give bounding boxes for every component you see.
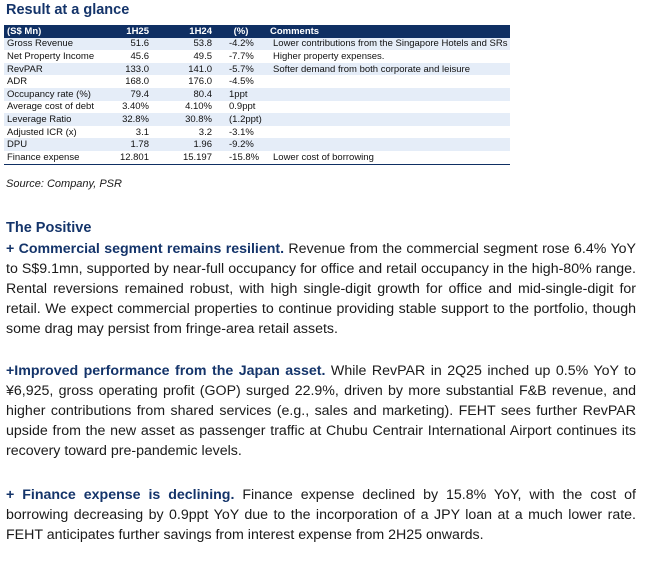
value-1h25-cell: 45.6 — [106, 50, 152, 63]
table-row: Occupancy rate (%) 79.4 80.4 1ppt — [4, 87, 511, 101]
metric-cell: RevPAR — [4, 62, 106, 76]
value-1h24-cell: 1.96 — [152, 138, 215, 151]
metric-cell: ADR — [4, 75, 106, 88]
metric-cell: Net Property Income — [4, 50, 106, 63]
comment-cell — [267, 87, 511, 101]
table-row: Average cost of debt 3.40% 4.10% 0.9ppt — [4, 100, 511, 114]
table-row: Finance expense 12.801 15.197 -15.8% Low… — [4, 150, 511, 165]
change-cell: -4.5% — [215, 75, 267, 88]
value-1h25-cell: 3.40% — [106, 100, 152, 114]
header-change: (%) — [215, 25, 267, 38]
header-comments: Comments — [267, 25, 511, 38]
comment-cell: Higher property expenses. — [267, 50, 511, 63]
value-1h24-cell: 49.5 — [152, 50, 215, 63]
metric-cell: Leverage Ratio — [4, 113, 106, 126]
table-row: ADR 168.0 176.0 -4.5% — [4, 75, 511, 88]
change-cell: -5.7% — [215, 62, 267, 76]
comment-cell: Lower contributions from the Singapore H… — [267, 37, 511, 51]
change-cell: -4.2% — [215, 37, 267, 51]
change-cell: -9.2% — [215, 138, 267, 151]
metric-cell: Finance expense — [4, 150, 106, 165]
metric-cell: Adjusted ICR (x) — [4, 125, 106, 139]
table-row: Gross Revenue 51.6 53.8 -4.2% Lower cont… — [4, 37, 511, 51]
value-1h25-cell: 3.1 — [106, 125, 152, 139]
value-1h24-cell: 30.8% — [152, 113, 215, 126]
value-1h25-cell: 32.8% — [106, 113, 152, 126]
value-1h24-cell: 141.0 — [152, 62, 215, 76]
change-cell: (1.2ppt) — [215, 113, 267, 126]
paragraph-commercial-segment: + Commercial segment remains resilient. … — [6, 239, 636, 339]
value-1h24-cell: 80.4 — [152, 87, 215, 101]
paragraph-lead: + Finance expense is declining. — [6, 487, 235, 503]
change-cell: -15.8% — [215, 150, 267, 165]
table-row: Net Property Income 45.6 49.5 -7.7% High… — [4, 50, 511, 63]
value-1h24-cell: 4.10% — [152, 100, 215, 114]
table-row: RevPAR 133.0 141.0 -5.7% Softer demand f… — [4, 62, 511, 76]
comment-cell: Softer demand from both corporate and le… — [267, 62, 511, 76]
paragraph-finance-expense: + Finance expense is declining. Finance … — [6, 485, 636, 545]
comment-cell: Lower cost of borrowing — [267, 150, 511, 165]
table-row: Leverage Ratio 32.8% 30.8% (1.2ppt) — [4, 113, 511, 126]
change-cell: 0.9ppt — [215, 100, 267, 114]
paragraph-body: Revenue from the commercial segment rose… — [6, 241, 636, 337]
paragraph-lead: +Improved performance from the Japan ass… — [6, 363, 326, 379]
table-header-row: (S$ Mn) 1H25 1H24 (%) Comments — [4, 25, 511, 38]
value-1h24-cell: 53.8 — [152, 37, 215, 51]
value-1h25-cell: 51.6 — [106, 37, 152, 51]
value-1h25-cell: 79.4 — [106, 87, 152, 101]
header-metric: (S$ Mn) — [4, 25, 106, 38]
change-cell: 1ppt — [215, 87, 267, 101]
metric-cell: DPU — [4, 138, 106, 151]
value-1h25-cell: 12.801 — [106, 150, 152, 165]
change-cell: -7.7% — [215, 50, 267, 63]
paragraph-body: While RevPAR in 2Q25 inched up 0.5% YoY … — [6, 363, 636, 459]
value-1h24-cell: 3.2 — [152, 125, 215, 139]
paragraph-japan-asset: +Improved performance from the Japan ass… — [6, 361, 636, 461]
table-row: DPU 1.78 1.96 -9.2% — [4, 138, 511, 151]
change-cell: -3.1% — [215, 125, 267, 139]
comment-cell — [267, 100, 511, 114]
value-1h25-cell: 133.0 — [106, 62, 152, 76]
page-title: Result at a glance — [6, 2, 130, 18]
results-table: (S$ Mn) 1H25 1H24 (%) Comments Gross Rev… — [4, 25, 511, 165]
paragraph-body: Finance expense declined by 15.8% YoY, w… — [6, 487, 636, 543]
header-1h25: 1H25 — [106, 25, 152, 38]
comment-cell — [267, 75, 511, 88]
header-1h24: 1H24 — [152, 25, 215, 38]
metric-cell: Average cost of debt — [4, 100, 106, 114]
comment-cell — [267, 125, 511, 139]
value-1h24-cell: 176.0 — [152, 75, 215, 88]
section-heading: The Positive — [6, 220, 92, 236]
value-1h25-cell: 1.78 — [106, 138, 152, 151]
comment-cell — [267, 113, 511, 126]
value-1h25-cell: 168.0 — [106, 75, 152, 88]
table-row: Adjusted ICR (x) 3.1 3.2 -3.1% — [4, 125, 511, 139]
table-source-note: Source: Company, PSR — [6, 178, 122, 190]
metric-cell: Occupancy rate (%) — [4, 87, 106, 101]
value-1h24-cell: 15.197 — [152, 150, 215, 165]
paragraph-lead: + Commercial segment remains resilient. — [6, 241, 285, 257]
comment-cell — [267, 138, 511, 151]
metric-cell: Gross Revenue — [4, 37, 106, 51]
